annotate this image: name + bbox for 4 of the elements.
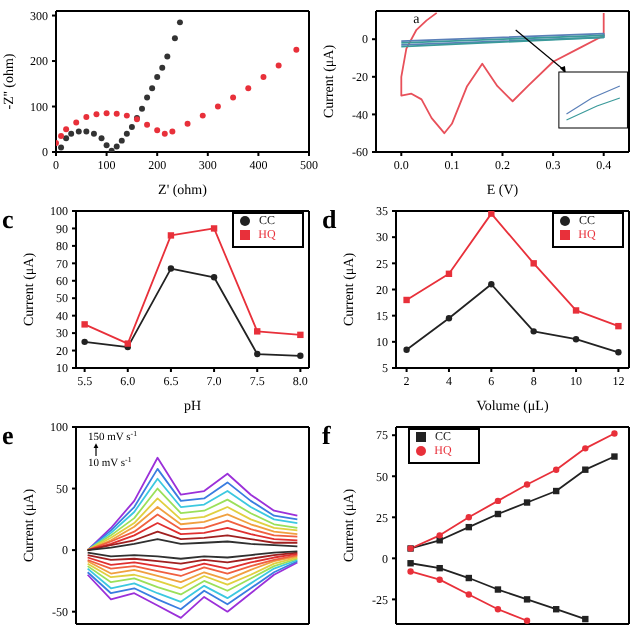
chart-title: f [322, 420, 332, 450]
chart-title: c [2, 204, 14, 234]
chart-title: d [322, 204, 338, 234]
chart-title: e [2, 420, 14, 450]
